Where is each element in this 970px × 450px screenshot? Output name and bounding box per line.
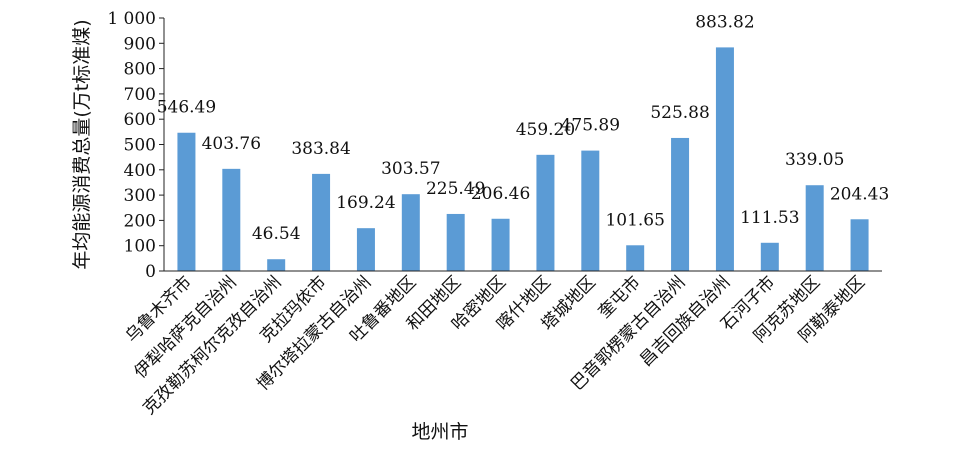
bar-value-label: 546.49 xyxy=(157,98,216,118)
y-tick-label: 100 xyxy=(124,237,156,257)
bar xyxy=(715,47,734,271)
x-axis-labels: 乌鲁木齐市伊犁哈萨克自治州克孜勒苏柯尔克孜自治州克拉玛依市博尔塔拉蒙古自治州吐鲁… xyxy=(122,272,869,418)
bar xyxy=(177,132,196,271)
y-axis-ticks: 0 100 200 300 400 500 600 700 800 900 1 000 xyxy=(107,9,164,282)
y-tick-label: 300 xyxy=(124,186,156,206)
y-tick-label: 1 000 xyxy=(107,9,156,29)
bar-value-label: 383.84 xyxy=(291,139,350,159)
bar xyxy=(671,137,690,271)
bar-value-label: 204.43 xyxy=(830,184,889,204)
bar-value-label: 169.24 xyxy=(336,193,395,213)
bar xyxy=(312,173,331,271)
y-tick-label: 700 xyxy=(124,85,156,105)
bar xyxy=(356,228,375,271)
bar xyxy=(760,242,779,271)
y-tick-label: 600 xyxy=(124,110,156,130)
data-labels: 546.49 403.76 46.54 383.84 169.24 303.57225.4… xyxy=(157,12,890,244)
bar-value-label: 101.65 xyxy=(605,210,664,230)
y-tick-label: 200 xyxy=(124,211,156,231)
bar-value-label: 403.76 xyxy=(202,134,261,154)
bar xyxy=(222,168,241,271)
bar-value-label: 525.88 xyxy=(650,103,709,123)
bar-value-label: 46.54 xyxy=(252,224,301,244)
bar-value-label: 475.89 xyxy=(561,116,620,136)
bar-value-label: 459.20 xyxy=(516,120,575,140)
y-axis-title: 年均能源消费总量(万t标准煤) xyxy=(71,19,93,269)
bar-value-label: 225.49 xyxy=(426,179,485,199)
bar xyxy=(850,219,869,271)
bar xyxy=(491,218,510,271)
bar-value-label: 883.82 xyxy=(695,12,754,32)
y-tick-label: 0 xyxy=(145,262,156,282)
bar-value-label: 339.05 xyxy=(785,150,844,170)
y-tick-label: 500 xyxy=(124,136,156,156)
x-axis-title: 地州市 xyxy=(411,421,468,443)
y-tick-label: 800 xyxy=(124,60,156,80)
y-tick-label: 400 xyxy=(124,161,156,181)
bar-value-label: 303.57 xyxy=(381,159,440,179)
bar xyxy=(267,259,286,271)
bar xyxy=(401,194,420,271)
bar xyxy=(581,150,600,271)
bars xyxy=(177,47,869,271)
bar xyxy=(805,185,824,271)
bar-value-label: 111.53 xyxy=(740,208,799,228)
bar xyxy=(626,245,645,271)
y-tick-label: 900 xyxy=(124,34,156,54)
bar-value-label: 206.46 xyxy=(471,184,530,204)
bar xyxy=(446,213,465,271)
bar xyxy=(536,154,555,271)
